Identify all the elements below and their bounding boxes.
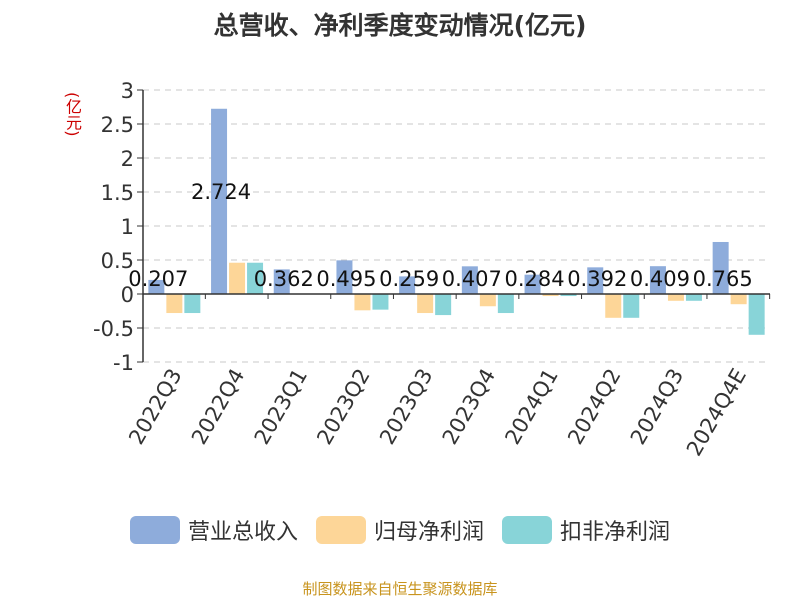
x-tick-label: 2024Q2 — [563, 365, 625, 449]
x-tick-label: 2022Q4 — [187, 365, 249, 449]
bar-revenue — [399, 276, 416, 294]
bar-deducted-profit — [623, 294, 640, 318]
y-tick-label: 3 — [121, 79, 134, 103]
bar-net-profit — [542, 294, 559, 297]
data-label-revenue: 0.392 — [567, 267, 627, 291]
bar-deducted-profit — [247, 262, 264, 294]
bar-net-profit — [730, 294, 747, 305]
bar-revenue — [587, 267, 604, 294]
data-label-revenue: 0.409 — [630, 267, 690, 291]
legend-swatch-net-profit — [315, 516, 366, 544]
data-label-revenue: 0.207 — [128, 267, 188, 291]
bar-deducted-profit — [685, 294, 702, 301]
data-label-revenue: 0.284 — [504, 267, 564, 291]
bar-deducted-profit — [497, 294, 514, 314]
x-tick-label: 2023Q1 — [250, 365, 312, 449]
x-tick-label: 2024Q1 — [500, 365, 562, 449]
y-tick-label: -1 — [113, 351, 134, 375]
y-tick-label: -0.5 — [93, 317, 134, 341]
bar-deducted-profit — [435, 294, 452, 316]
x-tick-label: 2022Q3 — [124, 365, 186, 449]
x-tick-label: 2023Q4 — [438, 364, 500, 448]
bar-net-profit — [667, 294, 684, 301]
legend-label-deducted-profit: 扣非净利润 — [560, 520, 671, 545]
bar-deducted-profit — [560, 294, 577, 297]
x-tick-label: 2023Q3 — [375, 365, 437, 449]
bar-deducted-profit — [372, 294, 389, 310]
y-tick-label: 0.5 — [101, 249, 134, 273]
bar-net-profit — [166, 294, 183, 314]
data-label-revenue: 2.724 — [191, 180, 251, 204]
bar-net-profit — [605, 294, 622, 318]
legend-label-net-profit: 归母净利润 — [373, 520, 484, 545]
bar-revenue — [524, 274, 541, 294]
y-tick-label: 2 — [121, 147, 134, 171]
data-label-revenue: 0.362 — [254, 267, 314, 291]
data-label-revenue: 0.495 — [316, 267, 376, 291]
legend-item-revenue[interactable]: 营业总收入 — [129, 514, 298, 546]
y-tick-label: 1.5 — [101, 181, 134, 205]
x-tick-label: 2024Q3 — [626, 365, 688, 449]
x-tick-label: 2024Q4E — [682, 365, 751, 461]
x-tick-label: 2023Q2 — [312, 365, 374, 449]
bar-revenue — [336, 260, 353, 294]
legend-label-revenue: 营业总收入 — [187, 520, 298, 545]
data-label-revenue: 0.407 — [442, 267, 502, 291]
bar-revenue — [148, 279, 165, 294]
legend-item-net-profit[interactable]: 归母净利润 — [315, 514, 484, 546]
y-tick-label: 1 — [121, 215, 134, 239]
y-tick-label: 2.5 — [101, 113, 134, 137]
source-note: 制图数据来自恒生聚源数据库 — [302, 580, 498, 598]
bar-revenue — [649, 266, 666, 294]
legend-swatch-deducted-profit — [502, 516, 552, 544]
bar-revenue — [273, 269, 290, 294]
y-tick-label: 0 — [121, 283, 134, 307]
data-label-revenue: 0.765 — [693, 267, 753, 291]
bar-net-profit — [354, 294, 371, 311]
bar-deducted-profit — [748, 294, 765, 335]
data-label-revenue: 0.259 — [379, 267, 439, 291]
bar-net-profit — [229, 262, 246, 294]
legend-swatch-revenue — [129, 516, 180, 544]
bar-revenue — [712, 241, 729, 294]
bar-net-profit — [417, 294, 434, 314]
bar-net-profit — [479, 294, 496, 307]
chart-title: 总营收、净利季度变动情况(亿元) — [213, 11, 587, 40]
bar-revenue — [211, 108, 228, 294]
y-axis-unit-label: (亿元) — [63, 92, 82, 137]
bar-revenue — [461, 266, 478, 294]
bar-deducted-profit — [184, 294, 201, 314]
legend: 营业总收入 归母净利润 扣非净利润 — [0, 514, 800, 546]
legend-item-deducted-profit[interactable]: 扣非净利润 — [502, 514, 670, 546]
